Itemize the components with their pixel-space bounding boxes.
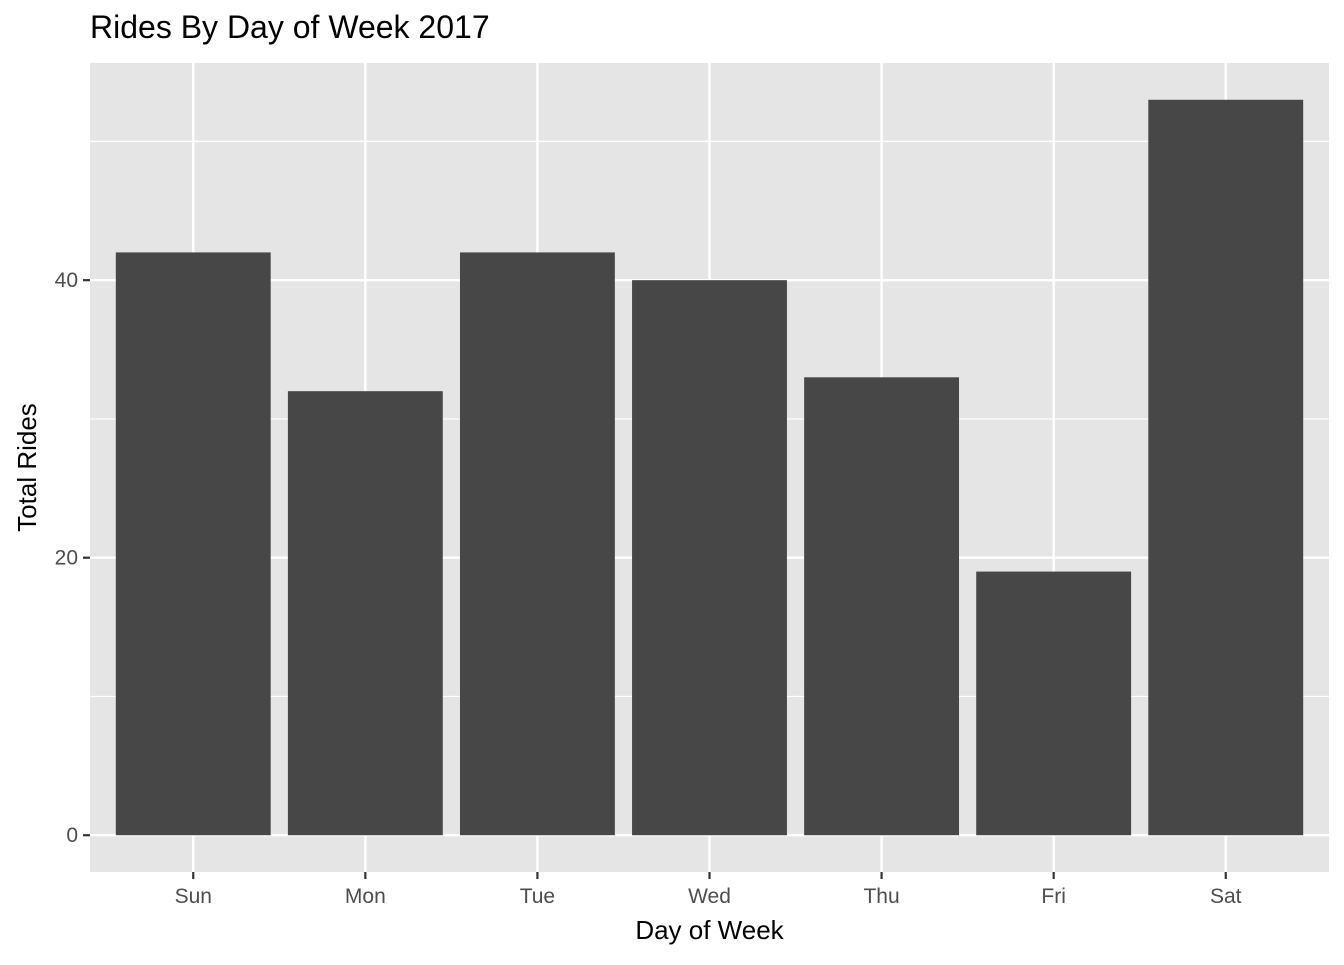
y-tick-label: 20 [55,547,78,570]
bars-group [115,99,1304,836]
y-tick-label: 0 [66,824,78,847]
x-tick-label: Wed [688,885,731,908]
x-tick-label: Sun [175,885,212,908]
bar-sun [115,252,271,836]
chart-title: Rides By Day of Week 2017 [90,9,490,45]
bar-mon [287,391,443,836]
y-axis: 0 20 40 [55,269,90,847]
bar-wed [632,280,787,836]
x-tick-label: Mon [345,885,386,908]
bar-thu [804,377,960,836]
bar-tue [459,252,615,836]
x-axis: Sun Mon Tue Wed Thu Fri Sat [175,872,1242,908]
bar-sat [1148,99,1304,836]
x-tick-label: Tue [520,885,555,908]
y-axis-label: Total Rides [12,403,42,532]
x-tick-label: Fri [1041,885,1066,908]
x-axis-label: Day of Week [635,915,784,945]
y-tick-label: 40 [55,269,78,292]
x-tick-label: Sat [1210,885,1242,908]
x-tick-label: Thu [863,885,899,908]
bar-fri [976,571,1132,836]
